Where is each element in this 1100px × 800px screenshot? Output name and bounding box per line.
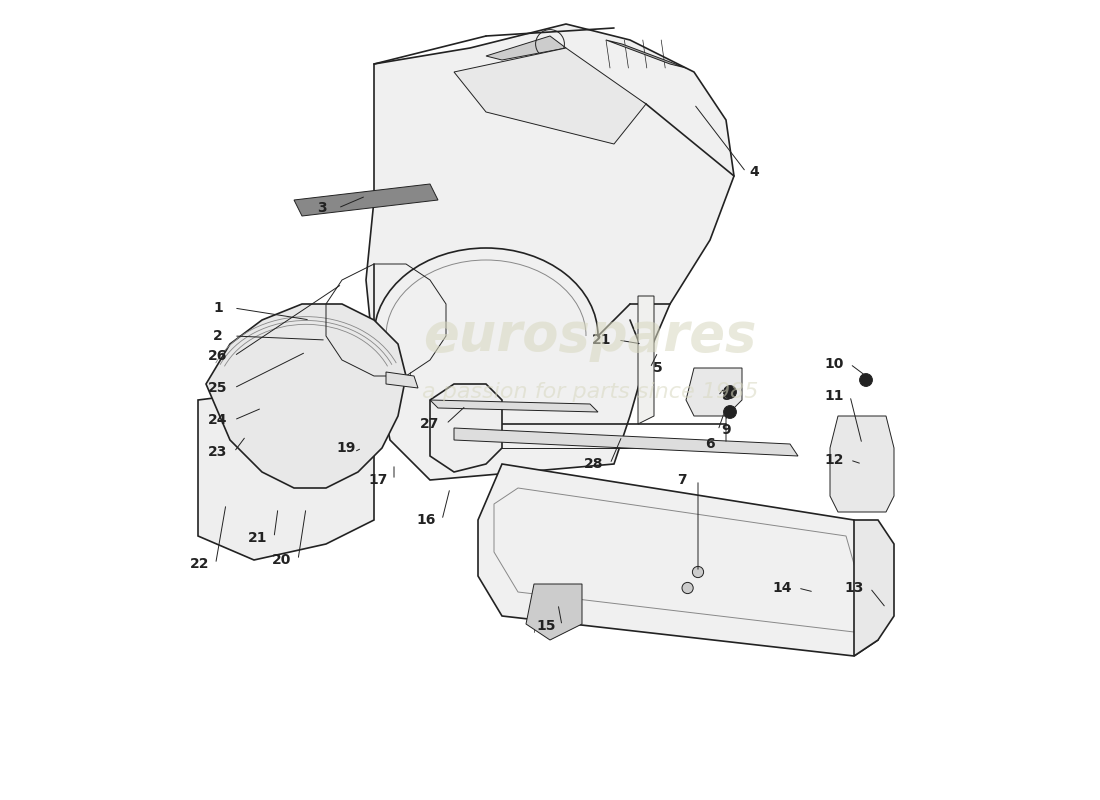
Text: 4: 4 bbox=[749, 165, 759, 179]
Text: 25: 25 bbox=[208, 381, 228, 395]
Polygon shape bbox=[386, 372, 418, 388]
Text: 21: 21 bbox=[592, 333, 612, 347]
Text: 27: 27 bbox=[420, 417, 440, 431]
Text: eurospares: eurospares bbox=[424, 310, 757, 362]
Text: 28: 28 bbox=[584, 457, 604, 471]
Text: 24: 24 bbox=[208, 413, 228, 427]
Text: 14: 14 bbox=[772, 581, 792, 595]
Polygon shape bbox=[606, 40, 686, 68]
Polygon shape bbox=[206, 304, 406, 488]
Text: 1: 1 bbox=[213, 301, 223, 315]
Text: 15: 15 bbox=[537, 618, 556, 633]
Circle shape bbox=[859, 374, 872, 386]
Text: 3: 3 bbox=[317, 201, 327, 215]
Text: a passion for parts since 1985: a passion for parts since 1985 bbox=[421, 382, 758, 402]
Text: 5: 5 bbox=[653, 361, 663, 375]
Text: 11: 11 bbox=[824, 389, 844, 403]
Circle shape bbox=[724, 386, 736, 398]
Text: 22: 22 bbox=[190, 557, 209, 571]
Polygon shape bbox=[686, 368, 742, 416]
Text: 21: 21 bbox=[249, 530, 267, 545]
Polygon shape bbox=[638, 296, 654, 424]
Polygon shape bbox=[294, 184, 438, 216]
Circle shape bbox=[724, 406, 736, 418]
PathPatch shape bbox=[454, 48, 646, 144]
Polygon shape bbox=[454, 428, 798, 456]
Text: 2: 2 bbox=[213, 329, 223, 343]
Text: 26: 26 bbox=[208, 349, 228, 363]
Polygon shape bbox=[430, 400, 598, 412]
Text: 9: 9 bbox=[722, 423, 730, 438]
Polygon shape bbox=[526, 584, 582, 640]
Text: 8: 8 bbox=[722, 389, 730, 403]
Text: 7: 7 bbox=[678, 473, 686, 487]
Text: 10: 10 bbox=[824, 357, 844, 371]
PathPatch shape bbox=[366, 24, 734, 480]
Polygon shape bbox=[430, 384, 502, 472]
Polygon shape bbox=[198, 384, 374, 560]
Text: 6: 6 bbox=[705, 437, 715, 451]
Text: 20: 20 bbox=[273, 553, 292, 567]
Text: 17: 17 bbox=[368, 473, 387, 487]
Circle shape bbox=[682, 582, 693, 594]
Polygon shape bbox=[486, 36, 566, 60]
Text: 19: 19 bbox=[337, 441, 355, 455]
Text: 16: 16 bbox=[416, 513, 436, 527]
Circle shape bbox=[692, 566, 704, 578]
Text: 13: 13 bbox=[845, 581, 864, 595]
Polygon shape bbox=[478, 464, 878, 656]
Text: 23: 23 bbox=[208, 445, 228, 459]
Text: 12: 12 bbox=[824, 453, 844, 467]
Polygon shape bbox=[854, 520, 894, 656]
Polygon shape bbox=[830, 416, 894, 512]
